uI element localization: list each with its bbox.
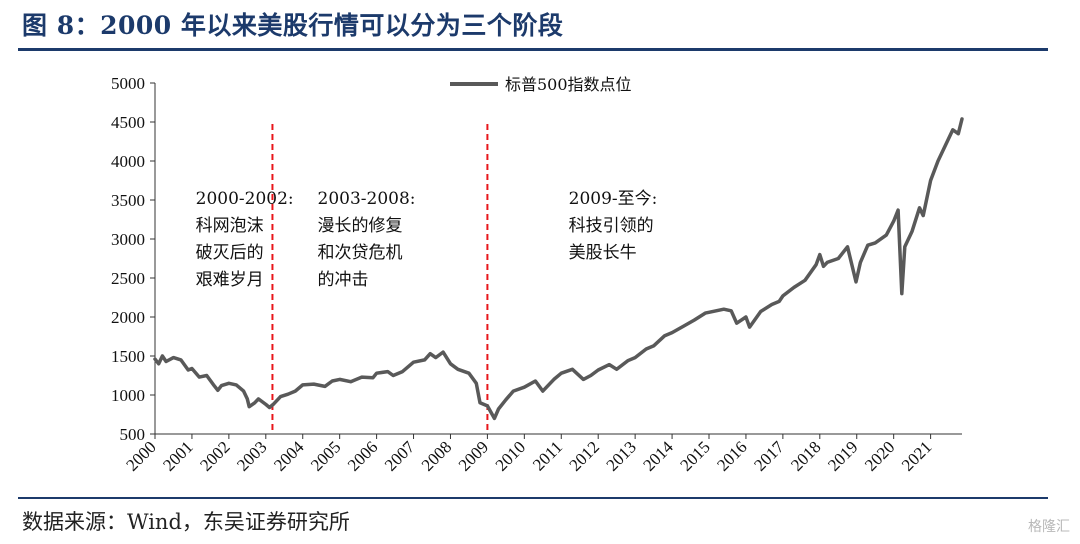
phase-annotation-line: 2000-2002: [196, 189, 294, 209]
x-tick-label: 2019 [824, 437, 861, 474]
sp500-series-line [153, 117, 964, 421]
x-tick-label: 2007 [381, 437, 419, 475]
x-tick-label: 2001 [159, 437, 196, 474]
x-tick-label: 2020 [861, 437, 898, 474]
x-tick-label: 2011 [529, 437, 566, 474]
y-tick-label: 2000 [111, 308, 145, 327]
x-tick-label: 2016 [713, 437, 750, 474]
phase-annotation-line: 科技引领的 [569, 216, 654, 236]
data-source: 数据来源：Wind，东吴证券研究所 [22, 510, 350, 534]
phase-annotation-line: 和次贷危机 [318, 243, 403, 263]
x-tick-label: 2018 [787, 437, 824, 474]
x-tick-label: 2012 [566, 437, 603, 474]
x-tick-label: 2006 [344, 437, 381, 474]
x-tick-label: 2002 [196, 437, 233, 474]
x-tick-label: 2003 [233, 437, 270, 474]
phase-annotation-line: 科网泡沫 [196, 216, 264, 236]
phase-annotation-line: 2009-至今: [569, 189, 658, 209]
watermark-logo: 格隆汇 [1028, 519, 1070, 535]
legend-label: 标普500指数点位 [505, 75, 632, 94]
source-divider [18, 497, 1048, 499]
y-tick-label: 4000 [111, 152, 145, 171]
x-tick-label: 2008 [418, 437, 455, 474]
title-divider [18, 48, 1048, 51]
phase-annotation-line: 漫长的修复 [318, 216, 403, 236]
x-tick-label: 2010 [492, 437, 529, 474]
y-tick-label: 500 [120, 425, 146, 444]
y-tick-label: 2500 [111, 269, 145, 288]
y-tick-label: 1000 [111, 386, 145, 405]
sp500-line-chart: 500 1000 1500 2000 2500 3000 3500 4000 4500 5000 2… [111, 74, 964, 475]
y-tick-label: 1500 [111, 347, 145, 366]
figure-title: 图 8：2000 年以来美股行情可以分为三个阶段 [22, 11, 564, 40]
x-tick-label: 2013 [602, 437, 639, 474]
phase-annotation-line: 的冲击 [318, 270, 369, 290]
y-tick-label: 5000 [111, 74, 145, 93]
x-tick-label: 2017 [750, 437, 788, 475]
x-tick-label: 2004 [270, 437, 308, 475]
phase-annotation-line: 2003-2008: [318, 189, 416, 209]
x-tick-label: 2014 [639, 437, 677, 475]
y-tick-label: 3000 [111, 230, 145, 249]
phase-annotation-line: 艰难岁月 [196, 270, 264, 290]
phase-annotation-line: 破灭后的 [196, 243, 264, 263]
x-tick-label: 2005 [307, 437, 344, 474]
x-tick-label: 2009 [455, 437, 492, 474]
x-tick-label: 2021 [898, 437, 935, 474]
phase-annotation-line: 美股长牛 [569, 243, 637, 263]
x-tick-label: 2015 [676, 437, 713, 474]
y-tick-label: 3500 [111, 191, 145, 210]
y-tick-label: 4500 [111, 113, 145, 132]
